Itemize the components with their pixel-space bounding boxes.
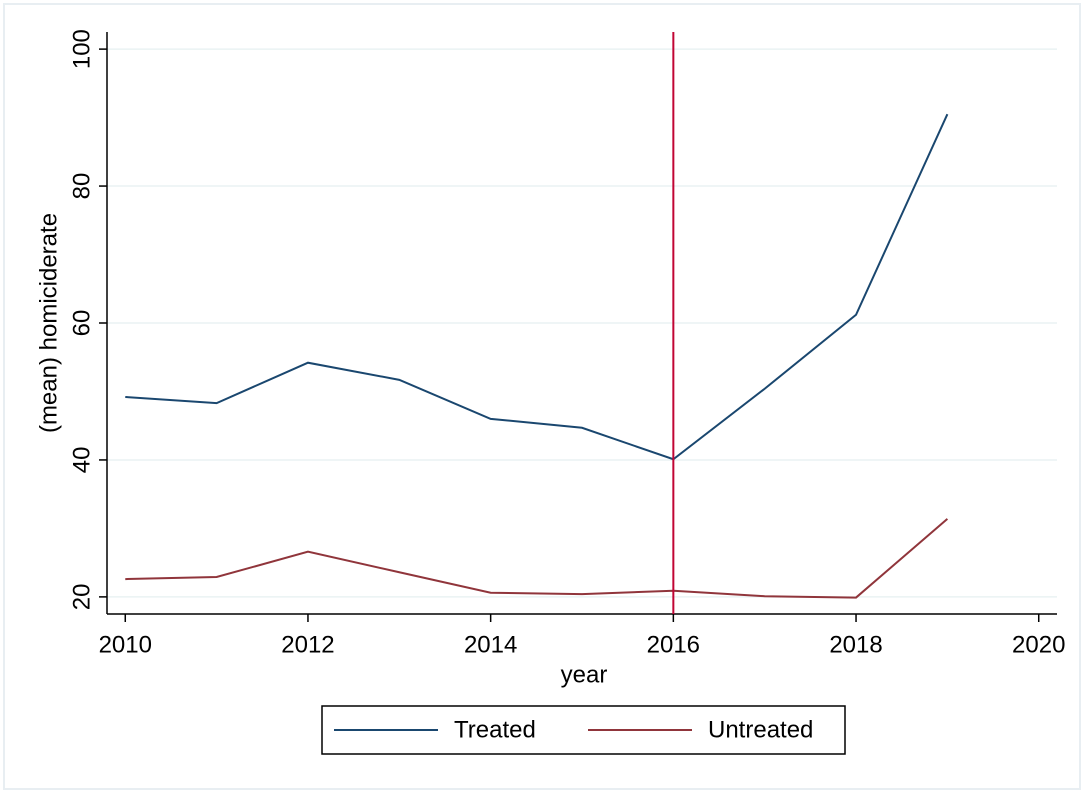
frame	[3, 3, 1081, 790]
y-tick-label: 80	[68, 173, 95, 200]
x-tick-label: 2020	[1012, 631, 1065, 658]
x-tick-label: 2016	[647, 631, 700, 658]
y-axis-title: (mean) homiciderate	[35, 213, 62, 433]
x-tick-label: 2010	[99, 631, 152, 658]
y-tick-label: 100	[68, 29, 95, 69]
line-series	[125, 113, 949, 461]
x-tick-label: 2014	[464, 631, 517, 658]
y-tick-label: 40	[68, 447, 95, 474]
x-axis-title: year	[561, 661, 608, 688]
legend-label: Untreated	[708, 716, 813, 743]
x-tick-label: 2018	[829, 631, 882, 658]
x-tick-label: 2012	[281, 631, 334, 658]
legend-label: Treated	[454, 716, 536, 743]
y-tick-label: 60	[68, 310, 95, 337]
y-tick-label: 20	[68, 584, 95, 611]
line-series	[125, 518, 949, 599]
